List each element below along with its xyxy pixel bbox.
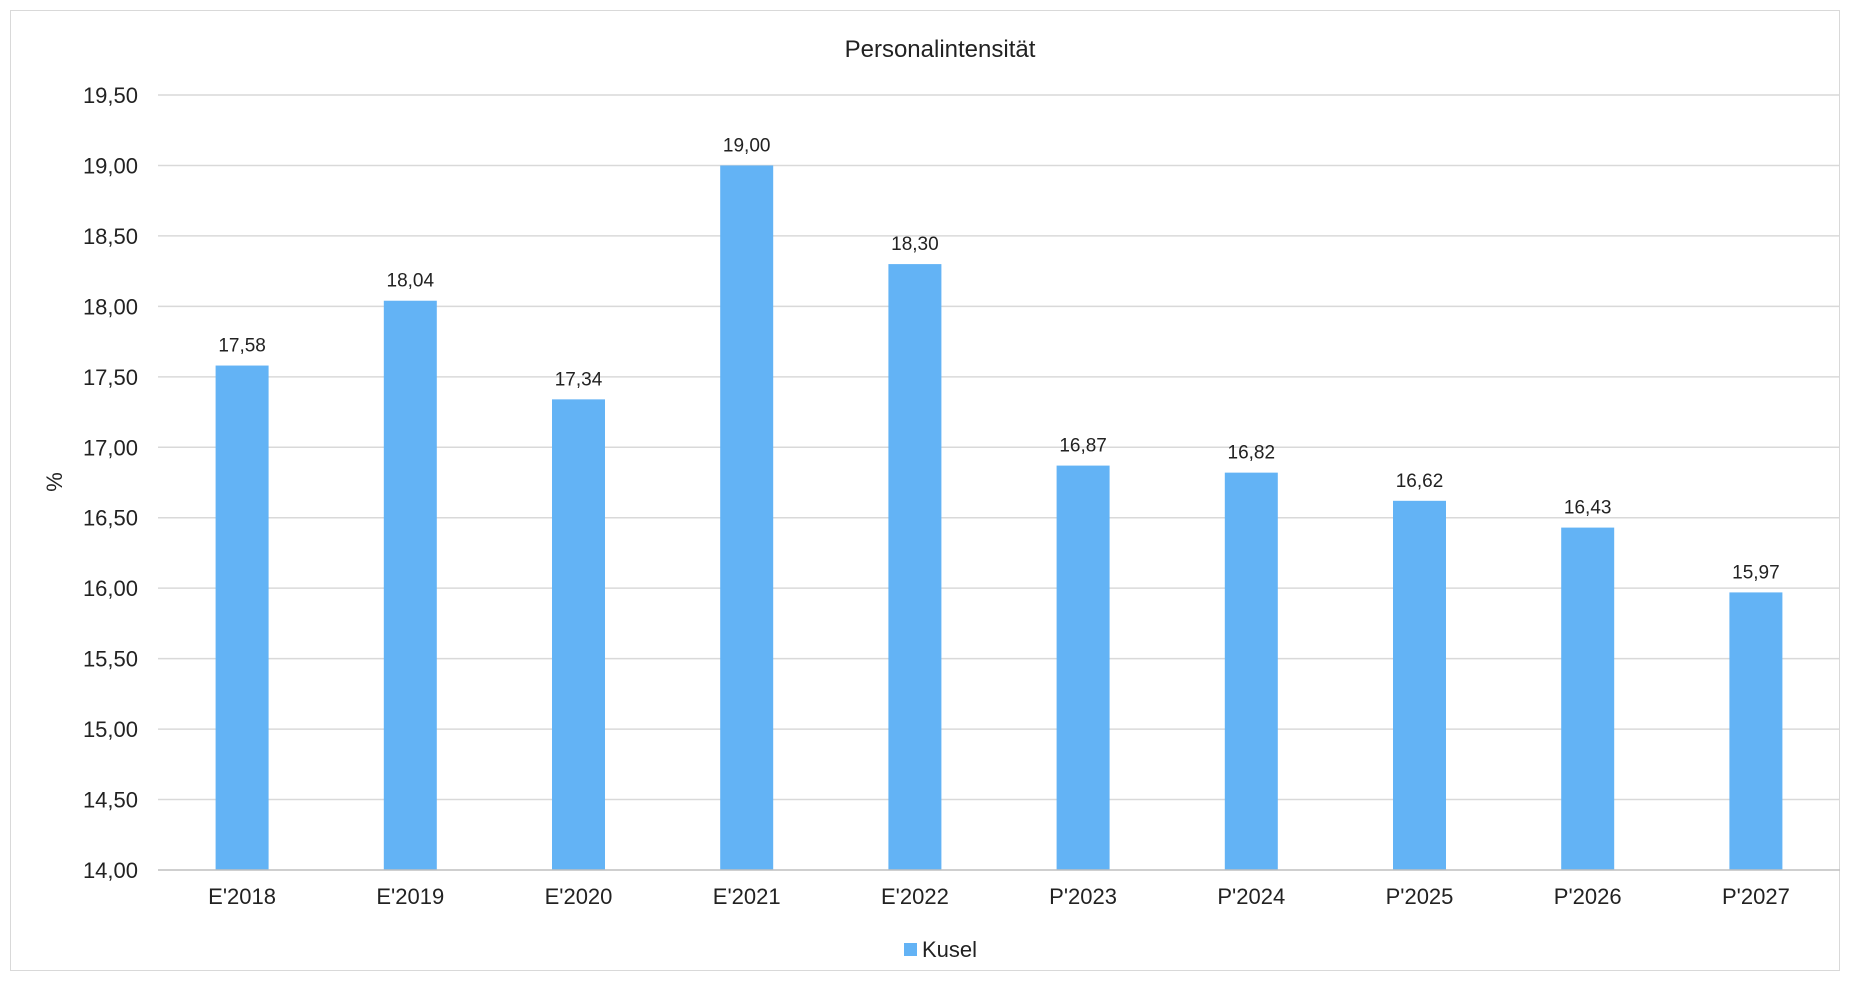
data-label: 18,30 bbox=[891, 234, 939, 255]
legend: Kusel bbox=[904, 937, 977, 962]
x-tick-label: E'2022 bbox=[881, 884, 949, 909]
chart-title: Personalintensität bbox=[845, 36, 1036, 63]
legend-swatch-kusel bbox=[904, 943, 917, 956]
x-tick-label: E'2019 bbox=[376, 884, 444, 909]
y-tick-label: 18,50 bbox=[83, 224, 138, 249]
gridlines bbox=[158, 94, 1840, 801]
y-tick-label: 16,00 bbox=[83, 576, 138, 601]
bar bbox=[1561, 527, 1615, 870]
bar bbox=[720, 165, 774, 871]
bar bbox=[383, 300, 437, 870]
y-tick-label: 19,00 bbox=[83, 153, 138, 178]
bar bbox=[888, 264, 942, 870]
x-tick-label: P'2026 bbox=[1554, 884, 1622, 909]
x-tick-label: E'2021 bbox=[713, 884, 781, 909]
data-label: 17,34 bbox=[555, 369, 603, 390]
data-label: 17,58 bbox=[218, 336, 266, 357]
data-label: 16,43 bbox=[1564, 498, 1612, 519]
bar bbox=[215, 365, 269, 870]
x-tick-label: P'2023 bbox=[1049, 884, 1117, 909]
y-axis-title: % bbox=[42, 472, 67, 492]
data-label: 16,87 bbox=[1059, 436, 1107, 457]
bar bbox=[552, 399, 605, 870]
bar bbox=[1729, 592, 1783, 870]
y-tick-label: 15,50 bbox=[83, 647, 138, 672]
bar bbox=[1224, 472, 1278, 870]
y-tick-label: 14,00 bbox=[83, 858, 138, 883]
bar bbox=[1056, 465, 1110, 870]
y-tick-label: 18,00 bbox=[83, 294, 138, 319]
x-tick-label: E'2018 bbox=[208, 884, 276, 909]
x-tick-label: P'2025 bbox=[1386, 884, 1454, 909]
data-label: 15,97 bbox=[1732, 562, 1780, 583]
y-tick-label: 14,50 bbox=[83, 788, 138, 813]
x-tick-label: P'2024 bbox=[1217, 884, 1285, 909]
data-label: 16,82 bbox=[1228, 443, 1276, 464]
y-tick-label: 16,50 bbox=[83, 506, 138, 531]
y-tick-label: 17,50 bbox=[83, 365, 138, 390]
data-label: 18,04 bbox=[387, 271, 435, 292]
y-tick-label: 15,00 bbox=[83, 717, 138, 742]
bar bbox=[1393, 500, 1446, 870]
legend-label-kusel: Kusel bbox=[922, 937, 977, 962]
bars bbox=[215, 165, 1783, 871]
x-tick-label: E'2020 bbox=[545, 884, 613, 909]
data-label: 16,62 bbox=[1396, 471, 1444, 492]
data-labels: 17,58 18,04 17,34 19,00 18,30 16,87 16,82 16,62… bbox=[218, 135, 1779, 583]
y-axis-tick-labels: 14,00 14,50 15,00 15,50 16,00 16,50 17,00 17,50… bbox=[83, 83, 138, 883]
x-tick-label: P'2027 bbox=[1722, 884, 1790, 909]
x-axis-tick-labels: E'2018 E'2019 E'2020 E'2021 E'2022 P'2023 P'20… bbox=[208, 884, 1790, 909]
y-tick-label: 17,00 bbox=[83, 435, 138, 460]
y-tick-label: 19,50 bbox=[83, 83, 138, 108]
data-label: 19,00 bbox=[723, 135, 771, 156]
